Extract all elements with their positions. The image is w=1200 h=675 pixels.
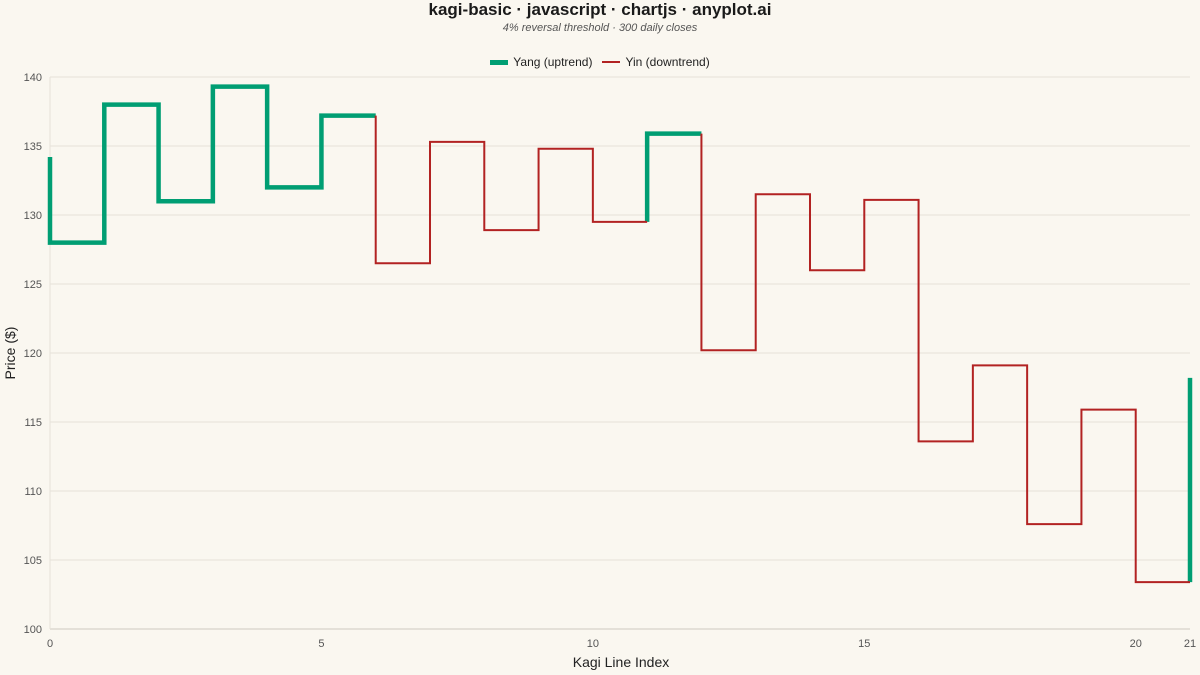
axis-layer: 100 105 110 115 120 125 130 135 140 0 5 10 15 20 21 bbox=[24, 72, 1196, 650]
x-axis-label: Kagi Line Index bbox=[573, 654, 670, 670]
grid-layer bbox=[49, 76, 1190, 630]
yin-line-segment bbox=[374, 115, 648, 265]
y-tick-label: 105 bbox=[24, 555, 42, 567]
x-tick-label: 0 bbox=[47, 638, 53, 650]
legend-label-yin: Yin (downtrend) bbox=[625, 55, 710, 69]
legend-label-yang: Yang (uptrend) bbox=[513, 55, 593, 69]
legend-item-yang[interactable]: Yang (uptrend) bbox=[490, 55, 592, 69]
y-tick-label: 135 bbox=[24, 141, 42, 153]
y-tick-label: 120 bbox=[24, 348, 42, 360]
y-tick-label: 130 bbox=[24, 210, 42, 222]
yin-line-segment bbox=[700, 133, 1190, 584]
y-tick-label: 100 bbox=[24, 624, 42, 636]
legend-swatch-yin bbox=[602, 61, 621, 63]
legend-item-yin[interactable]: Yin (downtrend) bbox=[602, 55, 710, 69]
yang-line-segment bbox=[644, 131, 702, 222]
series-layer bbox=[47, 84, 1193, 584]
x-tick-label: 10 bbox=[587, 638, 599, 650]
y-tick-label: 140 bbox=[24, 72, 42, 84]
legend-swatch-yang bbox=[490, 59, 509, 65]
chart-subtitle: 4% reversal threshold · 300 daily closes bbox=[502, 22, 698, 34]
x-tick-label: 15 bbox=[858, 638, 870, 650]
chart-title: kagi-basic · javascript · chartjs · anyp… bbox=[428, 0, 772, 19]
x-tick-label: 20 bbox=[1130, 638, 1142, 650]
x-tick-label: 21 bbox=[1184, 638, 1196, 650]
y-tick-label: 125 bbox=[24, 279, 42, 291]
legend: Yang (uptrend) Yin (downtrend) bbox=[0, 55, 1200, 69]
y-tick-label: 110 bbox=[24, 486, 42, 498]
x-tick-label: 5 bbox=[318, 638, 324, 650]
y-tick-label: 115 bbox=[24, 417, 42, 429]
y-axis-label: Price ($) bbox=[2, 327, 18, 380]
yang-line-segment bbox=[47, 84, 376, 245]
